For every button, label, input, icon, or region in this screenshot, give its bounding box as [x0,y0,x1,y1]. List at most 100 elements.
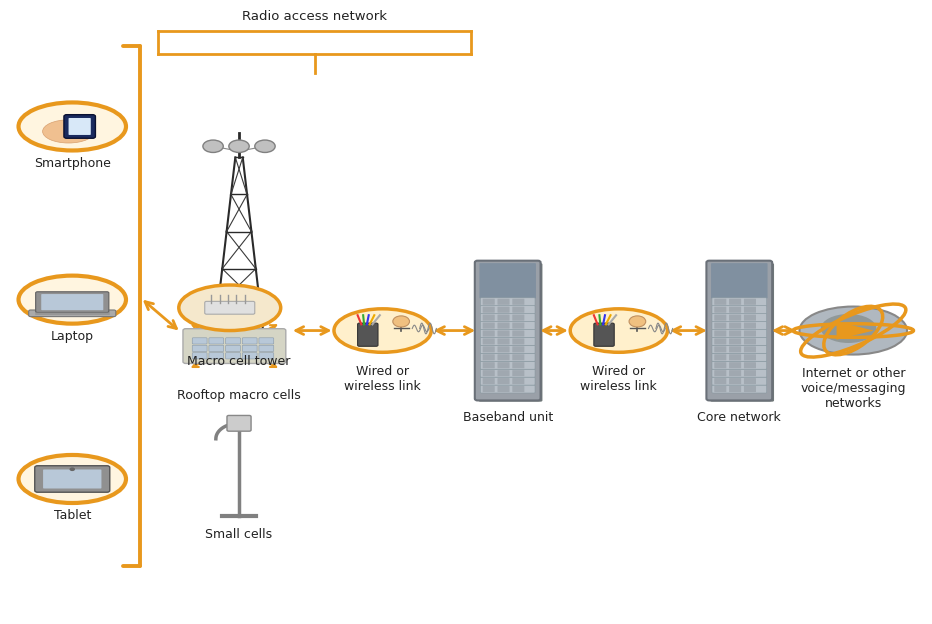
FancyBboxPatch shape [729,306,741,313]
FancyBboxPatch shape [498,354,510,360]
Polygon shape [837,321,873,339]
FancyBboxPatch shape [712,338,767,346]
FancyBboxPatch shape [483,378,495,384]
FancyBboxPatch shape [483,362,495,368]
FancyBboxPatch shape [729,314,741,321]
FancyBboxPatch shape [513,346,525,353]
FancyBboxPatch shape [714,331,726,336]
FancyBboxPatch shape [744,354,756,360]
FancyBboxPatch shape [242,345,257,351]
Ellipse shape [800,306,907,354]
Text: Radio access network: Radio access network [242,10,387,23]
FancyBboxPatch shape [192,353,207,359]
Text: Baseband unit: Baseband unit [462,411,553,424]
FancyBboxPatch shape [480,346,535,353]
Text: Laptop: Laptop [50,330,94,343]
FancyBboxPatch shape [483,370,495,376]
Ellipse shape [19,455,126,503]
FancyBboxPatch shape [714,346,726,353]
FancyBboxPatch shape [358,323,378,346]
FancyBboxPatch shape [192,338,207,344]
FancyBboxPatch shape [483,299,495,305]
FancyBboxPatch shape [480,314,535,321]
FancyBboxPatch shape [744,331,756,336]
FancyBboxPatch shape [714,323,726,329]
FancyBboxPatch shape [498,346,510,353]
FancyBboxPatch shape [513,331,525,336]
FancyBboxPatch shape [712,377,767,385]
FancyBboxPatch shape [483,314,495,321]
Ellipse shape [821,314,876,343]
FancyBboxPatch shape [498,338,510,344]
FancyBboxPatch shape [729,323,741,329]
FancyBboxPatch shape [29,310,116,316]
FancyBboxPatch shape [41,294,103,310]
FancyBboxPatch shape [744,314,756,321]
FancyBboxPatch shape [712,369,767,377]
FancyBboxPatch shape [480,385,535,393]
FancyBboxPatch shape [714,299,726,305]
Ellipse shape [179,285,281,331]
FancyBboxPatch shape [513,314,525,321]
FancyBboxPatch shape [242,353,257,359]
FancyBboxPatch shape [69,118,90,135]
Ellipse shape [334,309,432,353]
FancyBboxPatch shape [513,362,525,368]
FancyBboxPatch shape [483,323,495,329]
FancyBboxPatch shape [712,321,767,329]
FancyBboxPatch shape [729,346,741,353]
FancyBboxPatch shape [480,361,535,369]
Text: Macro cell tower: Macro cell tower [187,355,291,368]
Text: Wired or
wireless link: Wired or wireless link [581,364,657,392]
FancyBboxPatch shape [729,370,741,376]
FancyBboxPatch shape [64,115,95,139]
FancyBboxPatch shape [513,386,525,392]
FancyBboxPatch shape [714,386,726,392]
FancyBboxPatch shape [480,338,535,346]
FancyBboxPatch shape [205,301,254,314]
FancyBboxPatch shape [714,314,726,321]
FancyBboxPatch shape [498,314,510,321]
FancyBboxPatch shape [714,362,726,368]
Text: Internet or other
voice/messaging
networks: Internet or other voice/messaging networ… [801,367,906,410]
FancyBboxPatch shape [706,261,773,401]
FancyBboxPatch shape [714,306,726,313]
Text: Core network: Core network [697,411,781,424]
FancyBboxPatch shape [744,306,756,313]
Ellipse shape [43,120,94,143]
Ellipse shape [203,140,224,152]
FancyBboxPatch shape [712,353,767,361]
Circle shape [392,316,409,327]
FancyBboxPatch shape [498,362,510,368]
FancyBboxPatch shape [480,306,535,314]
FancyBboxPatch shape [711,263,768,298]
Text: Wired or
wireless link: Wired or wireless link [344,364,421,392]
FancyBboxPatch shape [729,386,741,392]
FancyBboxPatch shape [513,370,525,376]
FancyBboxPatch shape [513,338,525,344]
FancyBboxPatch shape [729,354,741,360]
FancyBboxPatch shape [714,378,726,384]
FancyBboxPatch shape [712,346,767,353]
FancyBboxPatch shape [744,362,756,368]
FancyBboxPatch shape [483,306,495,313]
FancyBboxPatch shape [498,306,510,313]
FancyBboxPatch shape [712,361,767,369]
FancyBboxPatch shape [480,377,535,385]
FancyBboxPatch shape [226,353,240,359]
FancyBboxPatch shape [729,378,741,384]
FancyBboxPatch shape [729,338,741,344]
FancyBboxPatch shape [513,306,525,313]
FancyBboxPatch shape [209,345,224,351]
FancyBboxPatch shape [35,292,109,313]
FancyBboxPatch shape [480,321,535,329]
FancyBboxPatch shape [712,306,767,314]
FancyBboxPatch shape [714,370,726,376]
FancyBboxPatch shape [744,370,756,376]
FancyBboxPatch shape [594,323,614,346]
Text: Smartphone: Smartphone [34,157,111,170]
FancyBboxPatch shape [712,298,767,306]
FancyBboxPatch shape [209,338,224,344]
FancyBboxPatch shape [729,299,741,305]
FancyBboxPatch shape [712,314,767,321]
